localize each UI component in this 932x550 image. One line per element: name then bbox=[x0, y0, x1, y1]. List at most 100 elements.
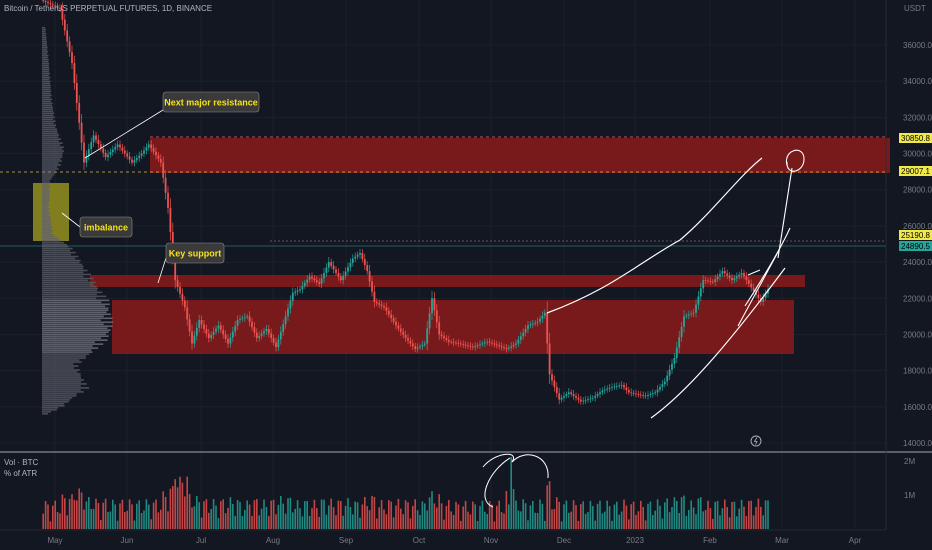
candle-body bbox=[743, 272, 745, 277]
profile-bar bbox=[42, 184, 50, 186]
volume-bar bbox=[568, 512, 570, 529]
profile-bar bbox=[42, 325, 113, 328]
resistance-note[interactable]: Next major resistance bbox=[84, 91, 260, 159]
candle-body bbox=[416, 347, 419, 349]
profile-bar bbox=[42, 309, 109, 312]
volume-bar bbox=[352, 514, 354, 529]
price-axis[interactable]: 36000.0 34000.0 32000.0 30000.0 28000.0 26000… bbox=[903, 41, 932, 448]
candle-body bbox=[486, 341, 489, 343]
candle-body bbox=[589, 398, 592, 400]
profile-bar bbox=[42, 329, 111, 331]
volume-bar bbox=[625, 505, 628, 529]
candle-body bbox=[260, 333, 263, 336]
volume-bar bbox=[47, 504, 49, 529]
price-tick-label: 16000.0 bbox=[903, 403, 932, 412]
volume-bar bbox=[517, 510, 520, 529]
profile-bar bbox=[42, 311, 107, 314]
volume-bar bbox=[126, 510, 128, 529]
volume-bar bbox=[100, 519, 102, 529]
candle-body bbox=[527, 325, 529, 330]
candle-body bbox=[387, 310, 390, 315]
volume-bar bbox=[755, 507, 757, 529]
support-note[interactable]: Key support bbox=[157, 242, 225, 284]
candle-body bbox=[282, 324, 285, 332]
profile-bar bbox=[42, 347, 99, 349]
profile-bar bbox=[42, 233, 54, 236]
profile-bar bbox=[42, 104, 52, 107]
candle-body bbox=[678, 337, 681, 348]
symbol-title[interactable]: Bitcoin / TetherUS PERPETUAL FUTURES, 1D… bbox=[4, 4, 212, 13]
candle-body bbox=[109, 152, 112, 155]
profile-bar bbox=[42, 399, 70, 401]
volume-bar bbox=[731, 502, 733, 529]
volume-bar bbox=[145, 499, 148, 529]
volume-bar bbox=[383, 509, 385, 529]
candle-body bbox=[707, 280, 709, 282]
volume-bar bbox=[316, 508, 318, 529]
profile-bar bbox=[42, 92, 51, 95]
candle-body bbox=[603, 389, 606, 391]
alert-icon[interactable] bbox=[750, 435, 762, 447]
candle-body bbox=[368, 271, 371, 282]
candle-body bbox=[666, 375, 669, 382]
profile-bar bbox=[42, 152, 63, 154]
time-axis[interactable]: May Jun Jul Aug Sep Oct Nov Dec 2023 Feb Mar Apr bbox=[47, 536, 861, 545]
candle-body bbox=[375, 301, 378, 304]
volume-bar bbox=[424, 503, 426, 529]
candle-body bbox=[656, 389, 659, 393]
candle-body bbox=[313, 278, 316, 281]
candle-body bbox=[644, 395, 647, 397]
profile-bar bbox=[42, 313, 111, 316]
candle-body bbox=[649, 394, 652, 396]
candle-body bbox=[635, 393, 637, 395]
profile-bar bbox=[42, 263, 83, 266]
profile-bar bbox=[42, 275, 84, 278]
profile-bar bbox=[42, 363, 74, 365]
profile-bar bbox=[42, 138, 61, 140]
candle-body bbox=[157, 155, 160, 159]
profile-bar bbox=[42, 84, 51, 87]
candle-body bbox=[198, 319, 201, 328]
candle-body bbox=[279, 331, 282, 340]
profile-bar bbox=[42, 96, 51, 99]
price-label-mid: 29007.1 bbox=[899, 166, 932, 176]
imbalance-note[interactable]: imbalance bbox=[61, 212, 133, 238]
candle-body bbox=[54, 5, 57, 7]
volume-bar bbox=[385, 514, 388, 529]
profile-bar bbox=[42, 64, 50, 67]
candle-body bbox=[440, 334, 443, 337]
profile-bar bbox=[42, 40, 47, 43]
candle-body bbox=[659, 386, 661, 390]
profile-bar bbox=[42, 136, 59, 138]
profile-bar bbox=[42, 367, 74, 369]
volume-bar bbox=[248, 504, 251, 529]
candle-body bbox=[263, 331, 265, 334]
profile-bar bbox=[42, 339, 108, 341]
profile-bar bbox=[42, 54, 49, 57]
volume-bar bbox=[373, 496, 376, 529]
candle-body bbox=[342, 275, 345, 281]
profile-bar bbox=[42, 30, 46, 33]
volume-bar bbox=[138, 500, 140, 529]
price-tick-label: 30000.0 bbox=[903, 150, 932, 159]
profile-bar bbox=[42, 42, 48, 45]
candle-body bbox=[289, 300, 292, 309]
volume-bar bbox=[604, 511, 606, 529]
volume-bar bbox=[433, 503, 436, 529]
volume-bar bbox=[388, 500, 390, 529]
volume-bar bbox=[584, 513, 587, 529]
candle-body bbox=[584, 399, 587, 401]
profile-bar bbox=[42, 393, 77, 395]
volume-bar bbox=[133, 520, 136, 529]
profile-bar bbox=[42, 223, 51, 226]
volume-bar bbox=[575, 505, 577, 529]
profile-bar bbox=[42, 124, 57, 127]
candle-body bbox=[349, 262, 352, 268]
candle-body bbox=[277, 339, 280, 348]
time-tick-label: Nov bbox=[484, 536, 498, 545]
volume-bar bbox=[570, 511, 572, 529]
volume-bar bbox=[169, 488, 172, 529]
profile-bar bbox=[42, 291, 103, 294]
candle-body bbox=[505, 348, 508, 349]
